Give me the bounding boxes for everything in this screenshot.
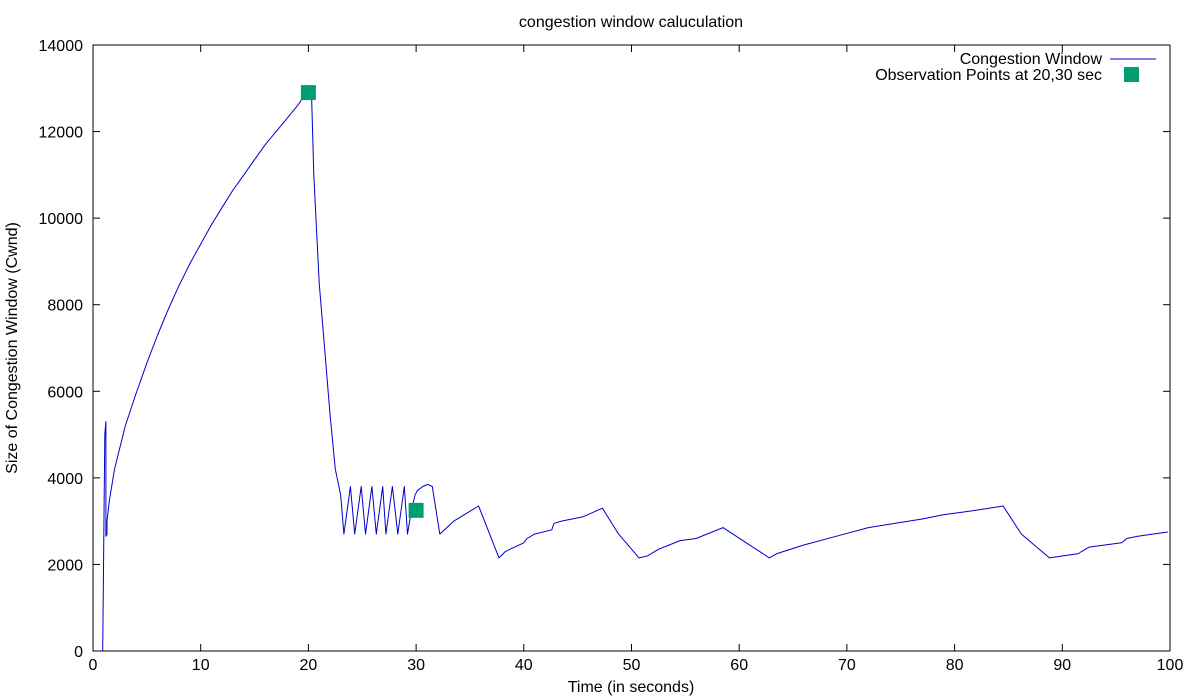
plot-frame xyxy=(92,44,1171,652)
x-tick-label: 70 xyxy=(838,657,856,674)
x-tick-label: 60 xyxy=(730,657,748,674)
x-tick-label: 50 xyxy=(623,657,641,674)
y-tick-label: 2000 xyxy=(47,557,83,574)
legend-label-congestion-window: Congestion Window xyxy=(960,51,1103,68)
x-axis-title: Time (in seconds) xyxy=(568,679,695,696)
y-tick-label: 10000 xyxy=(39,211,84,228)
y-tick-label: 6000 xyxy=(47,384,83,401)
x-tick-label: 40 xyxy=(515,657,533,674)
x-tick-label: 30 xyxy=(407,657,425,674)
x-axis-tick-labels: 0 10 20 30 40 50 60 70 80 90 100 xyxy=(89,657,1184,674)
series-line-congestion-window xyxy=(102,92,1168,652)
y-tick-label: 8000 xyxy=(47,298,83,315)
x-tick-label: 20 xyxy=(300,657,318,674)
axis-ticks xyxy=(92,44,1171,652)
x-tick-label: 90 xyxy=(1053,657,1071,674)
y-tick-label: 0 xyxy=(74,644,83,661)
y-tick-label: 12000 xyxy=(39,125,84,142)
y-axis-title: Size of Congestion Window (Cwnd) xyxy=(4,222,21,474)
x-tick-label: 100 xyxy=(1157,657,1184,674)
x-tick-label: 10 xyxy=(192,657,210,674)
y-tick-label: 14000 xyxy=(39,38,84,55)
legend: Congestion Window Observation Points at … xyxy=(875,51,1156,84)
observation-point xyxy=(300,85,316,101)
observation-point xyxy=(408,502,424,518)
legend-label-observation-points: Observation Points at 20,30 sec xyxy=(875,67,1102,84)
x-tick-label: 0 xyxy=(89,657,98,674)
series-layer xyxy=(102,85,1168,652)
x-tick-label: 80 xyxy=(946,657,964,674)
y-axis-tick-labels: 0 2000 4000 6000 8000 10000 12000 14000 xyxy=(39,38,84,661)
legend-swatch-observation-points xyxy=(1124,67,1139,82)
y-tick-label: 4000 xyxy=(47,471,83,488)
chart-title: congestion window caluculation xyxy=(519,14,743,31)
